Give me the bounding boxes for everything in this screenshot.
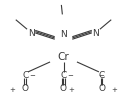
Text: Cr: Cr [58,52,69,62]
Text: N: N [60,30,67,39]
Text: +: + [10,87,16,93]
Text: O: O [22,84,29,93]
Text: −: − [68,73,73,79]
Text: C: C [22,71,28,80]
Text: +: + [69,87,75,93]
Text: C: C [99,71,105,80]
Text: N: N [28,29,35,38]
Text: O: O [98,84,105,93]
Text: +: + [111,87,117,93]
Text: −: − [29,73,35,79]
Text: N: N [92,29,99,38]
Text: O: O [60,84,67,93]
Text: −: − [98,73,104,79]
Text: C: C [60,71,67,80]
